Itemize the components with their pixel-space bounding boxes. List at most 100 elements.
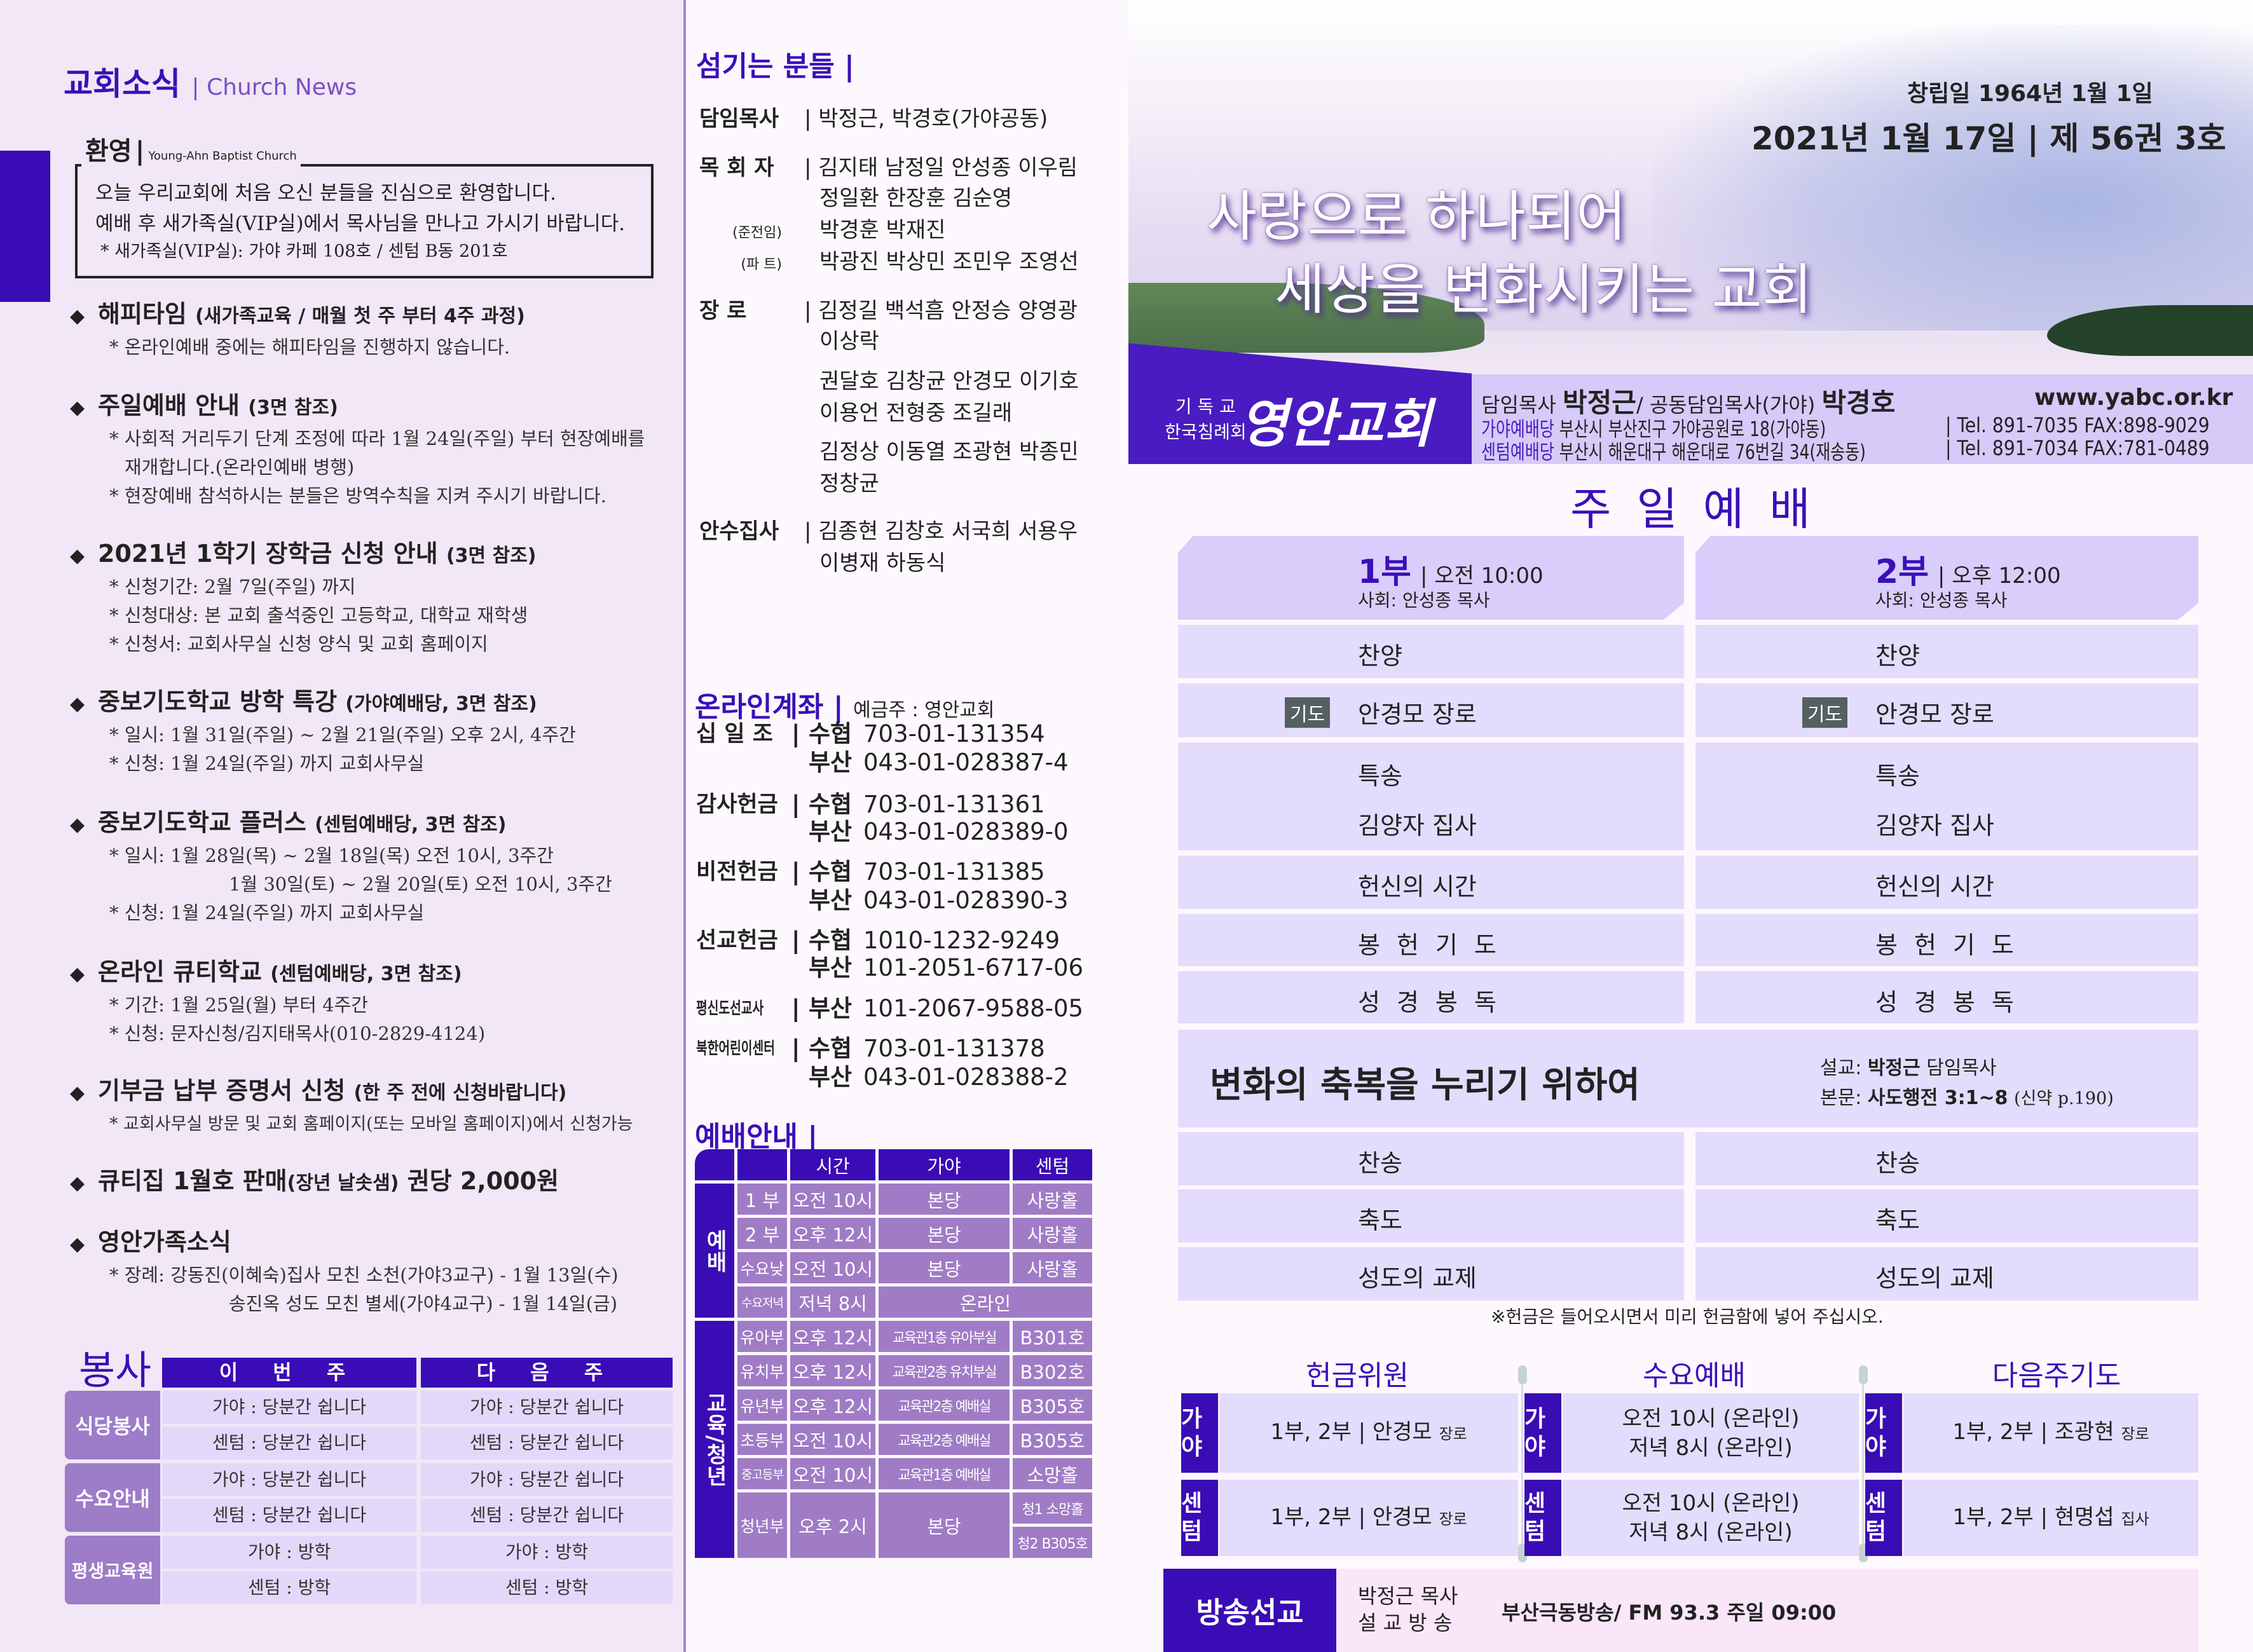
gaya-badge: 가야 [1181, 1393, 1218, 1473]
servants-title: 섬기는 분들 | [696, 50, 855, 83]
names: 김정길 백석흠 안정승 양영광 [818, 298, 1078, 324]
diamond-icon: ◆ [70, 814, 85, 836]
item-sub: (센텀예배당, 3면 참조) [315, 814, 507, 836]
diamond-icon: ◆ [70, 1233, 85, 1255]
item-sub: (새가족교육 / 매월 첫 주 부터 4주 과정) [195, 305, 525, 327]
bank: 수협 [809, 1035, 853, 1062]
cell: 오전 10시 [790, 1424, 875, 1455]
account-number: 703-01-131361 [863, 791, 1045, 818]
order-label: 성도의 교제 [1875, 1264, 1994, 1292]
cell-role: 장로 [2121, 1425, 2149, 1443]
order-hymn: 찬송 [1178, 1132, 1684, 1185]
item-sub: (한 주 전에 신청바랍니다) [353, 1082, 567, 1104]
names: 정일환 한장훈 김순영 [819, 186, 1013, 211]
news-item: ◆ 영안가족소식 * 장례: 강동진(이혜숙)집사 모친 소천(가야3교구) - … [70, 1225, 680, 1318]
offering-note: ※헌금은 들어오시면서 미리 헌금함에 넣어 주십시오. [1491, 1306, 1884, 1327]
header-cell: 센텀 [1013, 1149, 1092, 1180]
news-item: ◆ 중보기도학교 방학 특강 (가야예배당, 3면 참조) * 일시: 1월 31… [70, 685, 680, 778]
item-line: * 사회적 거리두기 단계 조정에 따라 1월 24일(주일) 부터 현장예배를 [109, 428, 645, 449]
broadcast-type: 설 교 방 송 [1358, 1611, 1453, 1635]
bank: 부산 [809, 818, 853, 845]
item-line: * 교회사무실 방문 및 교회 홈페이지(또는 모바일 홈페이지)에서 신청가능 [109, 1114, 633, 1134]
bank: 수협 [809, 720, 853, 747]
welcome-title: 환영 [85, 137, 132, 166]
account-number: 043-01-028388-2 [863, 1063, 1069, 1091]
row-label: 목 회 자 [699, 155, 774, 181]
names: 김정상 이동열 조광현 박종민 [819, 439, 1079, 465]
separator: | [791, 791, 800, 818]
cell-text: 저녁 8시 (온라인) [1629, 1520, 1793, 1545]
bank: 부산 [809, 1063, 853, 1091]
welcome-box: 오늘 우리교회에 처음 오신 분들을 진심으로 환영합니다. 예배 후 새가족실… [75, 164, 654, 278]
item-line: 1월 30일(토) ~ 2월 20일(토) 오전 10시, 3주간 [229, 873, 612, 895]
account-number: 703-01-131378 [863, 1035, 1045, 1062]
branch-name: 센텀예배당 [1481, 440, 1554, 464]
diamond-icon: ◆ [70, 963, 85, 985]
order-reading: 성경봉독 [1178, 971, 1684, 1023]
diamond-icon: ◆ [70, 397, 85, 419]
cell: B305호 [1013, 1389, 1092, 1421]
divider [1862, 1373, 1864, 1557]
order-label: 축도 [1358, 1206, 1402, 1234]
worship-guide-title-text: 예배안내 [695, 1121, 798, 1153]
pre-pastors-row: (준전임) 박경훈 박재진 [699, 215, 945, 249]
header-cell: 가야 [879, 1149, 1010, 1180]
branch-address: 부산시 해운대구 해운대로 76번길 34(재송동) [1559, 440, 1866, 464]
scripture-text: 사도행전 3:1~8 [1867, 1087, 2008, 1109]
item-title: 2021년 1학기 장학금 신청 안내 [98, 540, 438, 568]
service-part: 1부 [1358, 553, 1412, 591]
denomination: 기 독 교 한국침례회 [1165, 394, 1247, 445]
volunteer-cell: 센텀 : 당분간 쉽니다 [162, 1426, 416, 1459]
item-title: 중보기도학교 방학 특강 [98, 688, 338, 716]
pastor-line: 담임목사 박정근/ 공동담임목사(가야) 박경호 [1481, 381, 1895, 420]
pastors-row: 목 회 자 | 김지태 남정일 안성종 이우림 [699, 153, 1078, 183]
cell: 오후 12시 [790, 1218, 875, 1249]
cell: 중고등부 [737, 1458, 787, 1489]
cell: B302호 [1013, 1355, 1092, 1386]
scripture-line: 본문: 사도행전 3:1~8 (신약 p.190) [1820, 1082, 2114, 1110]
account-label: 북한어린이센터 [696, 1039, 775, 1058]
order-label: 안경모 장로 [1358, 700, 1477, 728]
row-label: (준전임) [732, 225, 782, 241]
co-pastor-name: 박경호 [1821, 387, 1896, 418]
cell: B305호 [1013, 1424, 1092, 1455]
cell: 교육관2층 예배실 [879, 1389, 1010, 1421]
order-special: 특송 김양자 집사 [1178, 742, 1684, 850]
order-label: 봉헌기도 [1358, 931, 1513, 959]
account-number: 101-2051-6717-06 [863, 954, 1084, 981]
news-item: ◆ 기부금 납부 증명서 신청 (한 주 전에 신청바랍니다) * 교회사무실 방… [70, 1074, 680, 1138]
group-label: 교육/청년 [695, 1321, 734, 1558]
sermon-box: 변화의 축복을 누리기 위하여 설교: 박정근 담임목사 본문: 사도행전 3:… [1178, 1030, 2198, 1128]
service-host: 사회: 안성종 목사 [1358, 590, 1490, 611]
website-link[interactable]: www.yabc.or.kr [2034, 385, 2233, 411]
servants-title-text: 섬기는 분들 [696, 50, 835, 83]
denomination-line: 한국침례회 [1165, 421, 1247, 442]
next-week-header: 다 음 주 [421, 1358, 673, 1388]
order-label: 축도 [1875, 1206, 1920, 1234]
co-pastor-label: / 공동담임목사(가야) [1636, 393, 1816, 417]
cell: 본당 [879, 1252, 1010, 1283]
welcome-subtitle: Young-Ahn Baptist Church [148, 149, 297, 163]
broadcast-preacher: 박정근 목사 [1358, 1584, 1458, 1608]
cell: 오후 2시 [790, 1492, 875, 1558]
cell: 오전 10시 [790, 1252, 875, 1283]
cell: 온라인 [879, 1287, 1092, 1318]
bank: 부산 [809, 887, 853, 914]
scripture-label: 본문: [1820, 1087, 1862, 1109]
bottom-cell: 1부, 2부 | 안경모 장로 [1219, 1480, 1518, 1556]
volunteer-cell: 센텀 : 당분간 쉽니다 [162, 1499, 416, 1532]
this-week-header: 이 번 주 [162, 1358, 416, 1388]
cell-text: 1부, 2부 | 현명섭 [1952, 1504, 2114, 1530]
item-title: 해피타임 [98, 300, 187, 328]
item-line: * 신청대상: 본 교회 출석중인 고등학교, 대학교 재학생 [109, 604, 528, 626]
cell: 오후 12시 [790, 1355, 875, 1386]
branch-line: 가야예배당 부산시 부산진구 가야공원로 18(가야동) [1481, 413, 1826, 442]
preacher-line: 설교: 박정근 담임목사 [1820, 1052, 1997, 1080]
cell: 교육관1층 유아부실 [879, 1321, 1010, 1352]
slogan-line: 세상을 변화시키는 교회 [1275, 258, 1812, 322]
bottom-cell: 1부, 2부 | 현명섭 집사 [1903, 1480, 2198, 1556]
divider-dot [1518, 1365, 1527, 1384]
separator: | [791, 927, 800, 954]
centum-badge: 센텀 [1524, 1480, 1561, 1556]
item-line: 송진옥 성도 모친 별세(가야4교구) - 1월 14일(금) [229, 1293, 618, 1314]
